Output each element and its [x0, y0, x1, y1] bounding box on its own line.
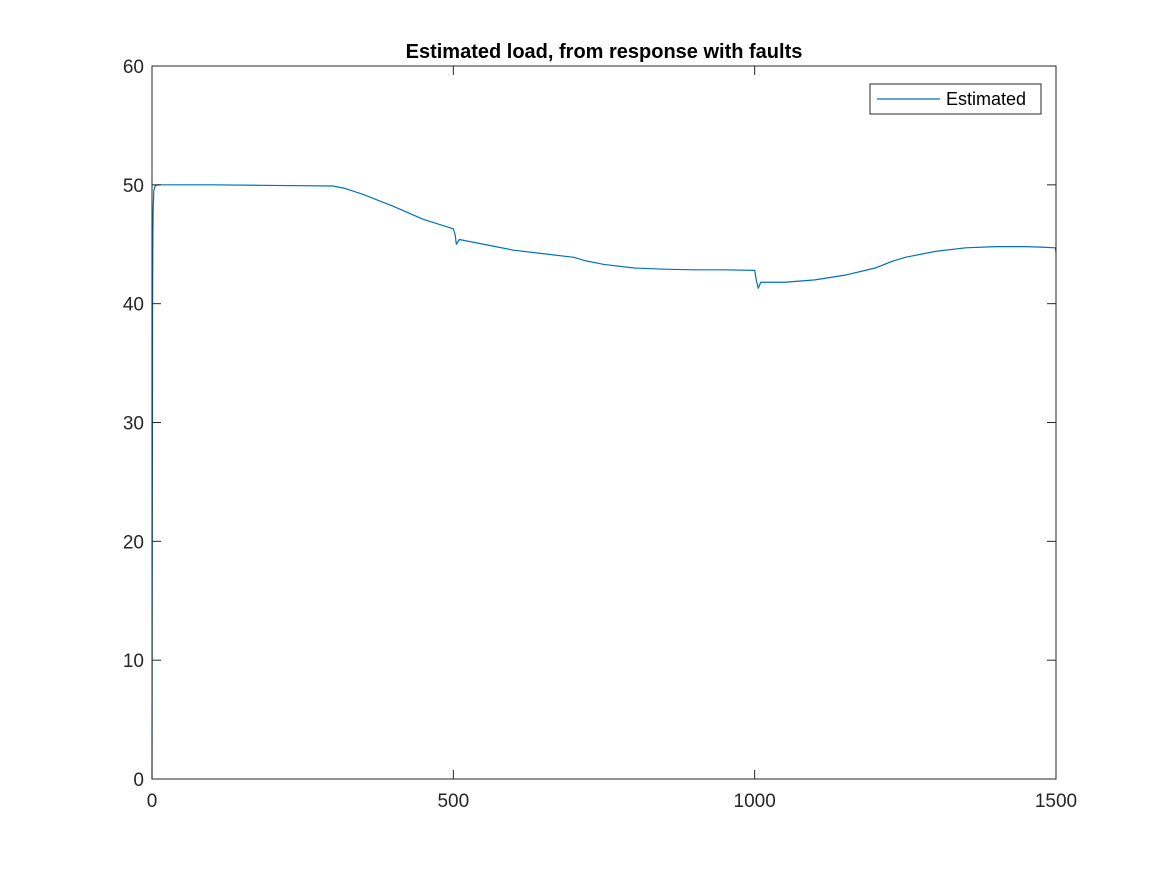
y-tick-label: 10 [123, 651, 144, 672]
legend-entry-label: Estimated [946, 89, 1026, 109]
y-tick-label: 50 [123, 176, 144, 197]
y-tick-label: 30 [123, 414, 144, 435]
y-tick-label: 0 [133, 770, 144, 791]
y-tick-label: 20 [123, 532, 144, 553]
axes: 0 500 1000 1500 0 10 20 30 40 50 60 [123, 57, 1077, 812]
legend: Estimated [869, 83, 1042, 115]
x-tick-label: 500 [437, 791, 469, 812]
y-tick-label: 60 [123, 57, 144, 78]
axes-background [152, 66, 1056, 779]
plot-area [151, 66, 1057, 780]
series-line-0 [151, 184, 1057, 780]
chart-title: Estimated load, from response with fault… [406, 41, 803, 63]
y-tick-label: 40 [123, 295, 144, 316]
x-tick-label: 1500 [1035, 791, 1077, 812]
x-tick-label: 0 [147, 791, 158, 812]
x-tick-label: 1000 [734, 791, 776, 812]
